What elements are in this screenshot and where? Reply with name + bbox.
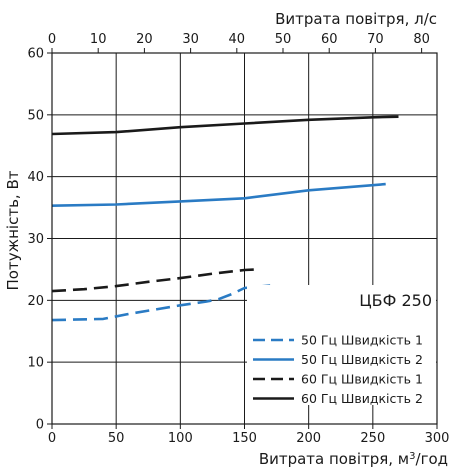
y-tick-label: 10 bbox=[27, 356, 44, 371]
series-line-4 bbox=[51, 115, 399, 136]
x-bottom-tick-label: 200 bbox=[296, 431, 321, 446]
model-label: ЦБФ 250 bbox=[359, 291, 432, 310]
legend-label-3: 60 Гц Швидкість 1 bbox=[301, 372, 423, 387]
x-bottom-axis-title-sup: 3 bbox=[409, 451, 415, 462]
legend-label-1: 50 Гц Швидкість 1 bbox=[301, 333, 423, 348]
legend-background bbox=[247, 285, 436, 405]
y-axis-title: Потужність, Вт bbox=[4, 170, 22, 290]
axes: 0 50 100 150 200 250 300 0 10 20 30 40 50 60 70 80 0 10 20… bbox=[27, 32, 449, 446]
x-bottom-tick-label: 100 bbox=[168, 431, 193, 446]
x-top-tick-label: 70 bbox=[367, 32, 384, 47]
x-top-axis-title: Витрата повітря, л/с bbox=[275, 10, 437, 28]
x-top-tick-label: 20 bbox=[136, 32, 153, 47]
y-tick-label: 0 bbox=[36, 418, 44, 433]
x-bottom-tick-label: 50 bbox=[108, 431, 125, 446]
series-layer bbox=[51, 115, 399, 322]
y-tick-label: 60 bbox=[27, 47, 44, 62]
x-top-tick-label: 80 bbox=[413, 32, 430, 47]
series-line-1 bbox=[51, 284, 271, 322]
x-top-tick-label: 60 bbox=[321, 32, 338, 47]
x-bottom-tick-label: 250 bbox=[360, 431, 385, 446]
x-bottom-axis-title-suffix: /год bbox=[416, 450, 448, 468]
y-tick-label: 40 bbox=[27, 170, 44, 185]
x-top-tick-label: 0 bbox=[48, 32, 56, 47]
legend-label-2: 50 Гц Швидкість 2 bbox=[301, 352, 423, 367]
x-bottom-tick-label: 150 bbox=[232, 431, 257, 446]
x-top-tick-label: 50 bbox=[275, 32, 292, 47]
series-line-2 bbox=[51, 182, 386, 207]
y-tick-label: 50 bbox=[27, 108, 44, 123]
y-tick-label: 20 bbox=[27, 294, 44, 309]
legend-items: 50 Гц Швидкість 1 50 Гц Швидкість 2 60 Гц … bbox=[253, 333, 423, 406]
x-bottom-axis-title-main: Витрата повітря, м bbox=[259, 450, 409, 468]
y-tick-label: 30 bbox=[27, 232, 44, 247]
grid bbox=[52, 53, 437, 424]
x-top-tick-label: 40 bbox=[229, 32, 246, 47]
legend: ЦБФ 250 50 Гц Швидкість 150 Гц Швидкість… bbox=[247, 285, 436, 406]
x-bottom-tick-label: 300 bbox=[425, 431, 450, 446]
x-top-tick-label: 30 bbox=[182, 32, 199, 47]
x-bottom-axis-title: Витрата повітря, м3/год bbox=[259, 450, 448, 468]
x-top-tick-label: 10 bbox=[90, 32, 107, 47]
legend-label-4: 60 Гц Швидкість 2 bbox=[301, 391, 423, 406]
x-bottom-tick-label: 0 bbox=[48, 431, 56, 446]
series-line-3 bbox=[51, 268, 258, 293]
